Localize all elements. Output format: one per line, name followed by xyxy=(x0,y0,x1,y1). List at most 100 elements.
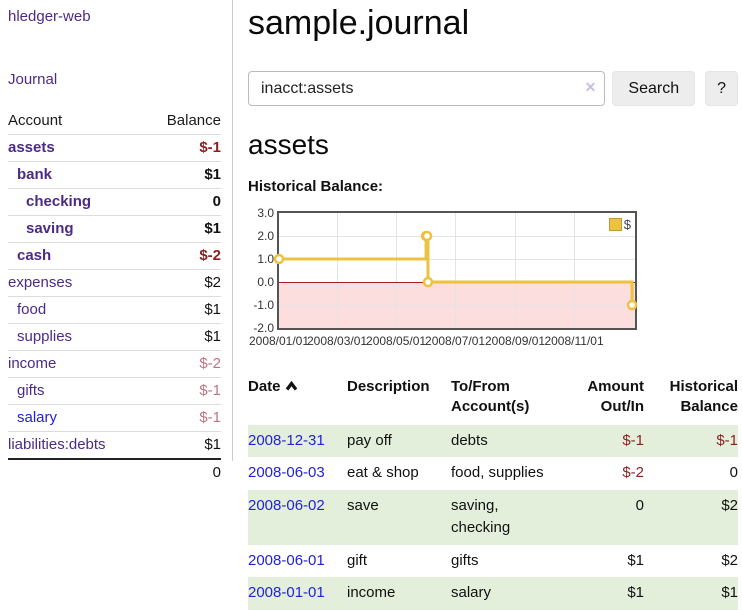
account-row: supplies $1 xyxy=(8,323,221,350)
register-balance-cell: $2 xyxy=(721,497,738,514)
search-button[interactable]: Search xyxy=(612,71,696,106)
data-point-marker xyxy=(422,276,434,288)
help-button[interactable]: ? xyxy=(705,71,738,106)
x-axis-tick-label: 2008/05/01 xyxy=(366,334,427,348)
sidebar-item-journal[interactable]: Journal xyxy=(8,71,58,88)
accounts-table: Account Balance assets $-1 bank $1 checking 0… xyxy=(8,109,221,486)
accounts-list: assets $-1 bank $1 checking 0 saving $1 cash $-2 e… xyxy=(8,134,221,458)
column-header-description: Description xyxy=(347,378,430,395)
transaction-date-link[interactable]: 2008-06-01 xyxy=(248,551,325,569)
register-accounts-cell: gifts xyxy=(451,551,479,569)
account-link[interactable]: supplies xyxy=(17,328,73,345)
y-axis-tick-label: 1.0 xyxy=(257,252,274,266)
gridline xyxy=(279,236,635,237)
gridline xyxy=(337,213,339,328)
account-balance: $2 xyxy=(204,274,221,291)
sidebar: hledger-web Journal Account Balance asse… xyxy=(0,0,233,481)
account-row: bank $1 xyxy=(8,161,221,188)
register-header-row: Date Description To/From Account(s) Amou… xyxy=(248,375,738,425)
account-column-header: Account xyxy=(8,112,63,129)
account-link[interactable]: food xyxy=(17,301,47,318)
chart-plot-area[interactable]: $ xyxy=(273,211,638,330)
y-axis-tick-label: 0.0 xyxy=(257,275,274,289)
account-link[interactable]: income xyxy=(8,355,57,372)
account-link[interactable]: assets xyxy=(8,139,55,156)
gridline xyxy=(574,213,576,328)
register-row: 2008-06-01 gift gifts $1 $2 xyxy=(248,545,738,578)
account-balance: 0 xyxy=(212,193,221,210)
search-bar: ✕ Search ? xyxy=(248,71,738,106)
account-row: checking 0 xyxy=(8,188,221,215)
register-amount-cell: $-1 xyxy=(622,431,644,449)
balance-chart: $ 3.0 2.0 1.0 0.0 -1.0 -2.0 2008/01/01 2008/03/… xyxy=(248,206,738,353)
clear-search-icon[interactable]: ✕ xyxy=(584,79,597,95)
transaction-date-link[interactable]: 2008-01-01 xyxy=(248,584,325,602)
accounts-total-value: 0 xyxy=(212,464,221,481)
register-date-cell: 2008-01-01 xyxy=(248,577,347,610)
account-row: expenses $2 xyxy=(8,269,221,296)
register-amount-cell: $1 xyxy=(627,551,644,569)
register-date-cell: 2008-06-02 xyxy=(248,490,347,545)
account-link[interactable]: liabilities:debts xyxy=(8,436,106,453)
accounts-table-header: Account Balance xyxy=(8,109,221,134)
register-accounts-cell: salary xyxy=(451,584,492,602)
gridline xyxy=(455,213,457,328)
account-balance: $-1 xyxy=(199,409,221,426)
register-row: 2008-01-01 income salary $1 $1 xyxy=(248,577,738,610)
register-table: Date Description To/From Account(s) Amou… xyxy=(248,375,738,610)
data-point-marker xyxy=(273,253,285,265)
register-amount-cell: $1 xyxy=(627,584,644,602)
search-box: ✕ xyxy=(248,71,606,106)
main-content: sample.journal ✕ Search ? assets Histori… xyxy=(248,0,738,610)
data-point-marker xyxy=(421,230,433,242)
account-link[interactable]: checking xyxy=(26,193,92,210)
account-heading: assets xyxy=(248,129,329,160)
register-amount-cell: 0 xyxy=(635,497,644,514)
account-link[interactable]: saving xyxy=(26,220,74,237)
transaction-date-link[interactable]: 2008-12-31 xyxy=(248,431,325,449)
account-row: assets $-1 xyxy=(8,134,221,161)
account-link[interactable]: bank xyxy=(17,166,53,183)
register-date-cell: 2008-06-01 xyxy=(248,545,347,578)
account-row: gifts $-1 xyxy=(8,377,221,404)
gridline xyxy=(396,213,398,328)
account-balance: $-2 xyxy=(199,247,221,264)
account-row: liabilities:debts $1 xyxy=(8,431,221,458)
account-row: salary $-1 xyxy=(8,404,221,431)
account-link[interactable]: expenses xyxy=(8,274,73,291)
gridline xyxy=(279,259,635,260)
account-balance: $1 xyxy=(204,220,221,237)
register-row: 2008-06-02 save saving, checking 0 $2 xyxy=(248,490,738,545)
chart-title: Historical Balance: xyxy=(248,178,384,195)
register-balance-cell: $1 xyxy=(721,584,738,602)
account-balance: $1 xyxy=(204,166,221,183)
account-link[interactable]: salary xyxy=(17,409,58,426)
app-title-link[interactable]: hledger-web xyxy=(8,8,91,25)
x-axis-tick-label: 2008/01/01 xyxy=(248,334,310,348)
account-balance: $1 xyxy=(204,328,221,345)
legend-label: $ xyxy=(623,217,631,232)
account-link[interactable]: gifts xyxy=(17,382,45,399)
register-accounts-cell: debts xyxy=(451,431,488,449)
register-description-cell: income xyxy=(347,584,396,602)
register-description-cell: pay off xyxy=(347,431,392,449)
register-balance-cell: $-1 xyxy=(716,431,738,449)
accounts-total-row: 0 xyxy=(8,458,221,486)
column-header-accounts: To/From Account(s) xyxy=(451,378,530,416)
y-axis-tick-label: -2.0 xyxy=(253,321,274,335)
transaction-date-link[interactable]: 2008-06-03 xyxy=(248,464,325,482)
y-axis-tick-label: -1.0 xyxy=(253,298,274,312)
register-description-cell: eat & shop xyxy=(347,464,419,482)
column-header-amount: Amount Out/In xyxy=(587,378,644,416)
transaction-date-link[interactable]: 2008-06-02 xyxy=(248,497,325,514)
account-balance: $-1 xyxy=(199,382,221,399)
gridline xyxy=(515,213,517,328)
account-row: income $-2 xyxy=(8,350,221,377)
gridline xyxy=(279,305,635,306)
account-balance: $1 xyxy=(204,436,221,453)
column-header-date[interactable]: Date xyxy=(248,375,347,425)
account-link[interactable]: cash xyxy=(17,247,52,264)
search-input[interactable] xyxy=(248,71,606,106)
register-amount-cell: $-2 xyxy=(622,464,644,482)
x-axis-tick-label: 2008/11/01 xyxy=(544,334,604,348)
